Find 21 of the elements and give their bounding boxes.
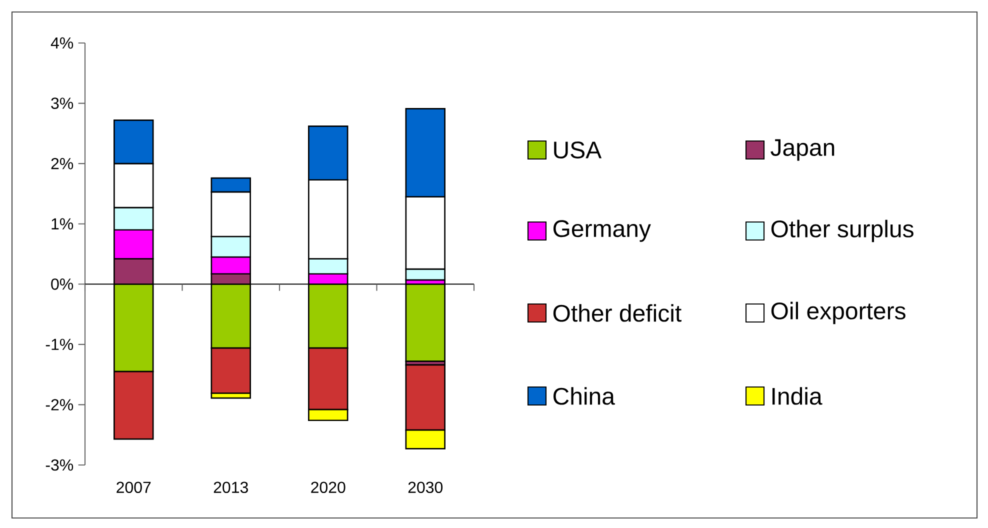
x-tick-label: 2007 bbox=[116, 482, 151, 494]
y-tick-label: 0% bbox=[51, 278, 74, 290]
x-tick-label: 2013 bbox=[214, 482, 248, 494]
y-tick-label: -1% bbox=[46, 338, 74, 350]
bar bbox=[405, 283, 446, 362]
legend-label: India bbox=[772, 387, 822, 405]
legend-label: Other deficit bbox=[553, 304, 682, 322]
y-tick-label: 1% bbox=[52, 218, 74, 230]
x-tick-label: 2020 bbox=[311, 482, 346, 494]
legend-label: USA bbox=[554, 142, 602, 158]
y-tick-label: 4% bbox=[50, 37, 74, 49]
legend-label: Japan bbox=[770, 139, 834, 161]
x-tick-label: 2030 bbox=[408, 482, 443, 494]
y-tick-label: 3% bbox=[51, 98, 74, 109]
legend-label: Other surplus bbox=[771, 220, 914, 242]
y-tick-label: -3% bbox=[46, 459, 74, 471]
y-tick-label: 2% bbox=[51, 158, 74, 170]
legend-label: China bbox=[554, 387, 615, 405]
legend-label: Germany bbox=[553, 220, 651, 242]
legend-label: Oil exporters bbox=[771, 302, 906, 324]
y-tick-label: -2% bbox=[46, 399, 74, 410]
